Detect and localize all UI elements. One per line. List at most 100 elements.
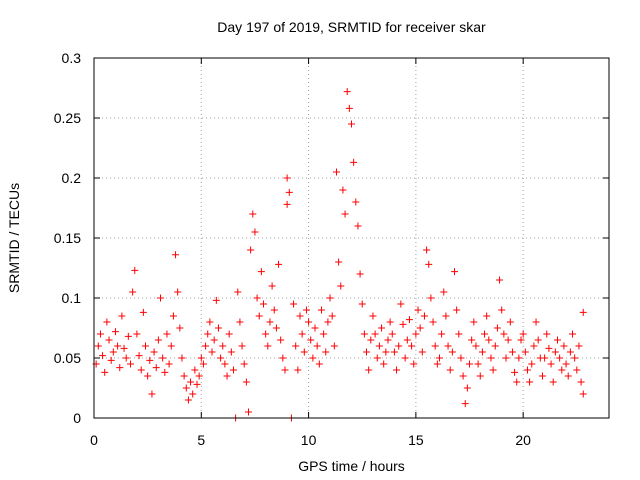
data-point (504, 336, 512, 344)
data-points (92, 88, 587, 422)
data-point (403, 336, 411, 344)
data-point (320, 330, 328, 338)
data-point (399, 320, 407, 328)
y-tick-label: 0.25 (54, 110, 81, 126)
data-point (315, 360, 323, 368)
data-point (152, 364, 160, 372)
data-point (279, 354, 287, 362)
data-point (498, 306, 506, 314)
data-point (180, 372, 188, 380)
data-point (360, 330, 368, 338)
x-axis-ticks: 0 5 10 15 20 (90, 58, 531, 448)
data-point (137, 366, 145, 374)
data-point (197, 354, 205, 362)
data-point (159, 354, 167, 362)
data-point (425, 260, 433, 268)
data-point (431, 342, 439, 350)
data-point (191, 366, 199, 374)
data-point (223, 372, 231, 380)
data-point (515, 354, 523, 362)
data-point (369, 312, 377, 320)
data-point (543, 330, 551, 338)
data-point (148, 390, 156, 398)
data-point (309, 354, 317, 362)
data-point (401, 354, 409, 362)
data-point (292, 342, 300, 350)
data-point (339, 186, 347, 194)
data-point (528, 360, 536, 368)
data-point (129, 288, 137, 296)
data-point (478, 348, 486, 356)
data-point (395, 342, 403, 350)
data-point (489, 366, 497, 374)
data-point (111, 328, 119, 336)
data-point (487, 354, 495, 362)
data-point (393, 366, 401, 374)
data-point (154, 336, 162, 344)
data-point (386, 318, 394, 326)
data-point (204, 330, 212, 338)
data-point (176, 324, 184, 332)
data-point (453, 306, 461, 314)
data-point (470, 318, 478, 326)
data-point (442, 312, 450, 320)
data-point (302, 306, 310, 314)
data-point (283, 200, 291, 208)
data-point (420, 312, 428, 320)
data-point (305, 318, 313, 326)
y-tick-label: 0.05 (54, 350, 81, 366)
data-point (290, 300, 298, 308)
data-point (135, 352, 143, 360)
data-point (474, 360, 482, 368)
y-axis-ticks: 0 0.05 0.1 0.15 0.2 0.25 0.3 (54, 50, 609, 426)
y-tick-label: 0.2 (62, 170, 82, 186)
data-point (423, 246, 431, 254)
data-point (476, 372, 484, 380)
data-point (124, 332, 132, 340)
data-point (429, 318, 437, 326)
data-point (461, 400, 469, 408)
data-point (227, 348, 235, 356)
data-point (571, 354, 579, 362)
data-point (229, 366, 237, 374)
data-point (451, 268, 458, 276)
data-point (174, 288, 182, 296)
data-point (511, 368, 519, 376)
data-point (212, 296, 220, 304)
data-point (101, 368, 109, 376)
data-point (562, 360, 570, 368)
data-point (388, 330, 396, 338)
data-point (444, 342, 452, 350)
data-point (262, 330, 270, 338)
data-point (352, 198, 360, 206)
data-point (412, 330, 420, 338)
data-point (547, 360, 555, 368)
data-point (122, 354, 130, 362)
data-point (363, 348, 371, 356)
data-point (133, 330, 141, 338)
data-point (397, 300, 405, 308)
x-tick-label: 0 (90, 432, 98, 448)
data-point (260, 300, 268, 308)
data-point (285, 188, 293, 196)
data-point (275, 260, 283, 268)
data-point (414, 306, 422, 314)
data-point (178, 354, 186, 362)
data-point (416, 324, 424, 332)
data-point (266, 318, 274, 326)
data-point (455, 330, 463, 338)
x-tick-label: 5 (197, 432, 205, 448)
data-point (549, 378, 557, 386)
data-point (517, 336, 525, 344)
data-point (459, 372, 467, 380)
data-point (457, 354, 465, 362)
data-point (438, 330, 446, 338)
data-point (126, 360, 134, 368)
data-point (575, 342, 583, 350)
data-point (169, 312, 177, 320)
data-point (483, 312, 491, 320)
data-point (234, 288, 242, 296)
data-point (500, 330, 508, 338)
data-point (526, 378, 534, 386)
x-tick-label: 20 (515, 432, 531, 448)
